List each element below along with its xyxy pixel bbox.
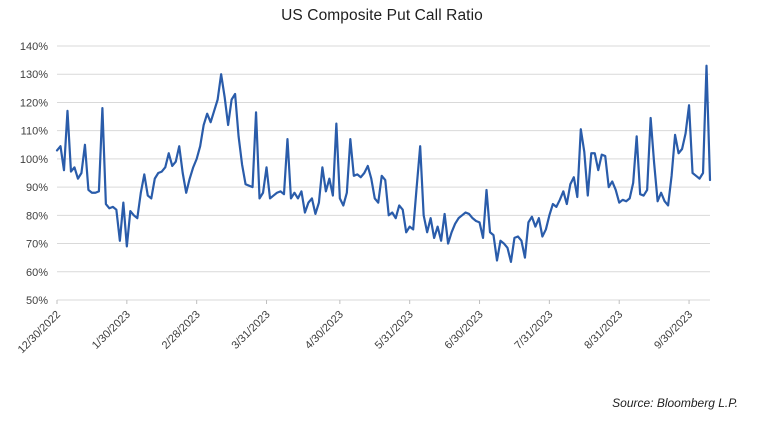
y-tick-label: 130% — [20, 69, 48, 81]
x-tick-label: 1/30/2023 — [90, 309, 133, 352]
x-tick-label: 3/31/2023 — [230, 309, 273, 352]
x-tick-label: 9/30/2023 — [652, 309, 695, 352]
y-tick-label: 50% — [26, 295, 48, 307]
y-tick-label: 70% — [26, 239, 48, 251]
x-tick-label: 5/31/2023 — [373, 309, 416, 352]
source-note: Source: Bloomberg L.P. — [612, 396, 738, 410]
x-tick-label: 4/30/2023 — [303, 309, 346, 352]
x-tick-label: 2/28/2023 — [160, 309, 203, 352]
x-tick-label: 7/31/2023 — [512, 309, 555, 352]
series-line — [55, 64, 712, 263]
y-tick-label: 80% — [26, 210, 48, 222]
y-tick-label: 100% — [20, 154, 48, 166]
y-tick-label: 110% — [21, 126, 49, 138]
x-tick-label: 12/30/2022 — [16, 309, 63, 356]
line-chart-plot: 50% 60% 70% 80% 90% 100% 110% 120% 130% 140% 12/30… — [16, 41, 712, 356]
x-tick-label: 8/31/2023 — [582, 309, 625, 352]
y-tick-label: 120% — [20, 97, 48, 109]
chart-title: US Composite Put Call Ratio — [281, 7, 483, 24]
y-tick-label: 140% — [20, 41, 48, 53]
x-tick-label: 6/30/2023 — [443, 309, 486, 352]
y-tick-label: 60% — [26, 267, 48, 279]
y-tick-label: 90% — [26, 182, 48, 194]
